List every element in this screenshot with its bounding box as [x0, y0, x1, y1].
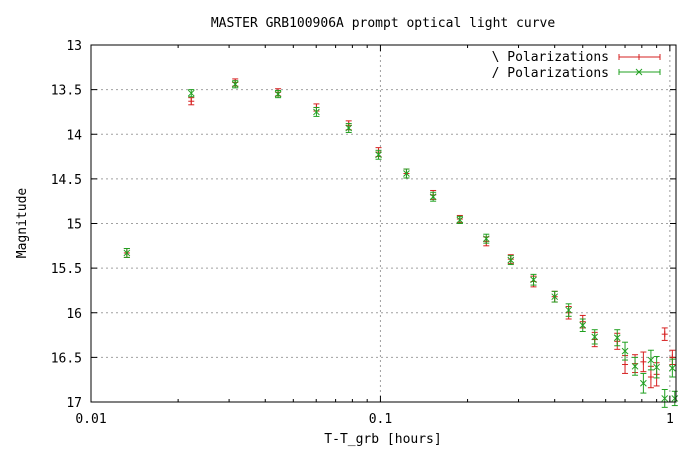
- y-tick-label: 17: [66, 396, 82, 411]
- data-point: [429, 191, 437, 202]
- cross-marker: [345, 124, 353, 132]
- data-point: [507, 255, 515, 266]
- cross-marker: [123, 249, 131, 257]
- cross-marker: [565, 306, 573, 314]
- y-axis-label: Magnitude: [15, 188, 30, 259]
- grid-lines: [91, 45, 676, 402]
- cross-marker: [530, 276, 537, 284]
- data-point: [661, 389, 669, 408]
- cross-marker: [640, 379, 647, 387]
- data-point: [640, 372, 647, 394]
- x-tick-label: 0.01: [75, 412, 106, 427]
- data-points: [123, 78, 679, 408]
- y-tick-label: 14.5: [51, 173, 82, 188]
- data-point: [613, 329, 621, 347]
- x-axis-label: T-T_grb [hours]: [324, 432, 441, 447]
- legend-entry-slash-polarizations: / Polarizations: [492, 66, 609, 81]
- data-point: [669, 349, 676, 366]
- cross-marker: [591, 333, 599, 341]
- y-tick-label: 15.5: [51, 262, 82, 277]
- cross-marker: [671, 395, 679, 402]
- cross-marker: [507, 256, 515, 264]
- series-backslash-polarizations: [123, 78, 676, 389]
- data-point: [661, 327, 668, 341]
- cross-marker: [482, 235, 490, 243]
- legend-symbol-backslash-polarizations: [618, 54, 661, 60]
- data-point: [669, 358, 676, 378]
- data-point: [530, 273, 537, 286]
- y-tick-label: 16: [66, 307, 82, 322]
- data-point: [579, 318, 587, 332]
- axis-ticks: 13 13.5 14 14.5 15 15.5 16 16.5 170.01 0.1 1: [51, 39, 676, 427]
- data-point: [456, 215, 464, 224]
- data-point: [313, 106, 320, 117]
- data-point: [231, 80, 239, 89]
- data-point: [621, 341, 629, 361]
- cross-marker: [653, 363, 660, 371]
- cross-marker: [375, 151, 382, 159]
- data-point: [565, 303, 573, 317]
- legend-symbol-slash-polarizations: [618, 68, 661, 76]
- cross-marker: [551, 293, 559, 301]
- data-point: [188, 97, 195, 106]
- data-point: [631, 356, 639, 376]
- cross-marker: [631, 362, 639, 370]
- data-point: [123, 247, 131, 258]
- cross-marker: [635, 68, 643, 76]
- cross-marker: [187, 89, 195, 97]
- y-tick-label: 15: [66, 218, 82, 233]
- data-point: [274, 90, 282, 99]
- series-slash-polarizations: [123, 80, 679, 408]
- cross-marker: [579, 321, 587, 329]
- y-tick-label: 13.5: [51, 84, 82, 99]
- legend: \ Polarizations / Polarizations: [492, 50, 661, 81]
- data-point: [551, 290, 559, 303]
- cross-marker: [313, 108, 320, 116]
- cross-marker: [403, 170, 410, 177]
- x-tick-label: 0.1: [369, 412, 392, 427]
- cross-marker: [274, 90, 282, 98]
- data-point: [187, 89, 195, 98]
- cross-marker: [456, 216, 464, 224]
- data-point: [482, 233, 490, 244]
- cross-marker: [661, 395, 669, 402]
- data-point: [671, 390, 679, 407]
- x-tick-label: 1: [666, 412, 674, 427]
- cross-marker: [429, 193, 437, 201]
- chart-title: MASTER GRB100906A prompt optical light c…: [211, 16, 556, 31]
- cross-marker: [613, 334, 621, 342]
- cross-marker: [621, 347, 629, 355]
- cross-marker: [647, 356, 655, 364]
- data-point: [647, 349, 655, 371]
- y-tick-label: 13: [66, 39, 82, 54]
- y-tick-label: 16.5: [51, 351, 82, 366]
- data-point: [653, 355, 660, 379]
- data-point: [345, 123, 353, 133]
- y-tick-label: 14: [66, 128, 82, 143]
- cross-marker: [231, 80, 239, 88]
- legend-entry-backslash-polarizations: \ Polarizations: [492, 50, 609, 65]
- data-point: [403, 168, 410, 179]
- data-point: [591, 329, 599, 345]
- plot-frame: [90, 44, 677, 403]
- cross-marker: [669, 364, 676, 372]
- data-point: [640, 351, 647, 373]
- data-point: [375, 149, 382, 160]
